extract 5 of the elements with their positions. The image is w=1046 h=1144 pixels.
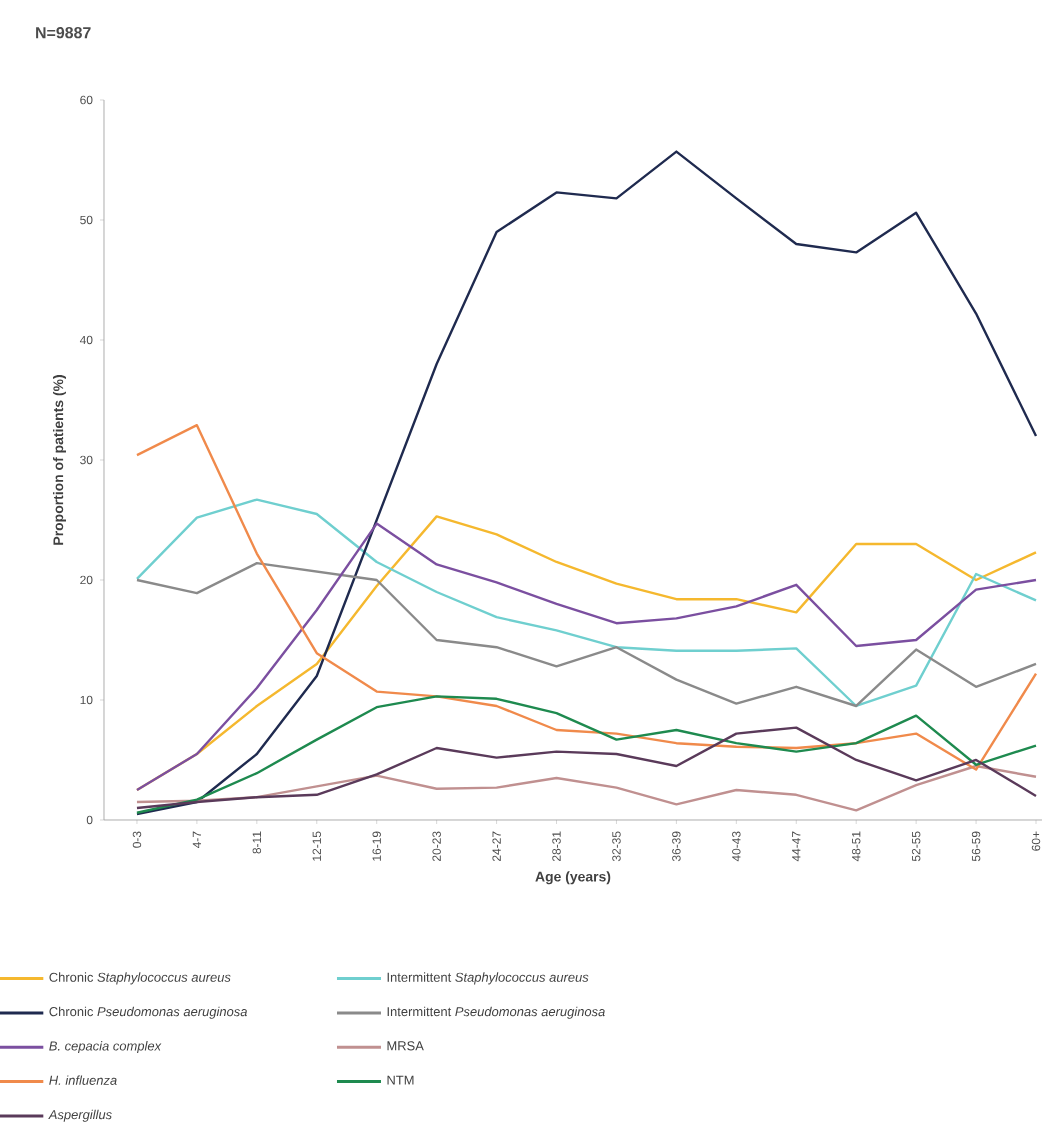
line-series [135,726,1038,810]
line-series [135,423,1038,771]
line-series [135,498,1038,708]
line-series [135,695,1038,814]
line-series [135,764,1038,812]
